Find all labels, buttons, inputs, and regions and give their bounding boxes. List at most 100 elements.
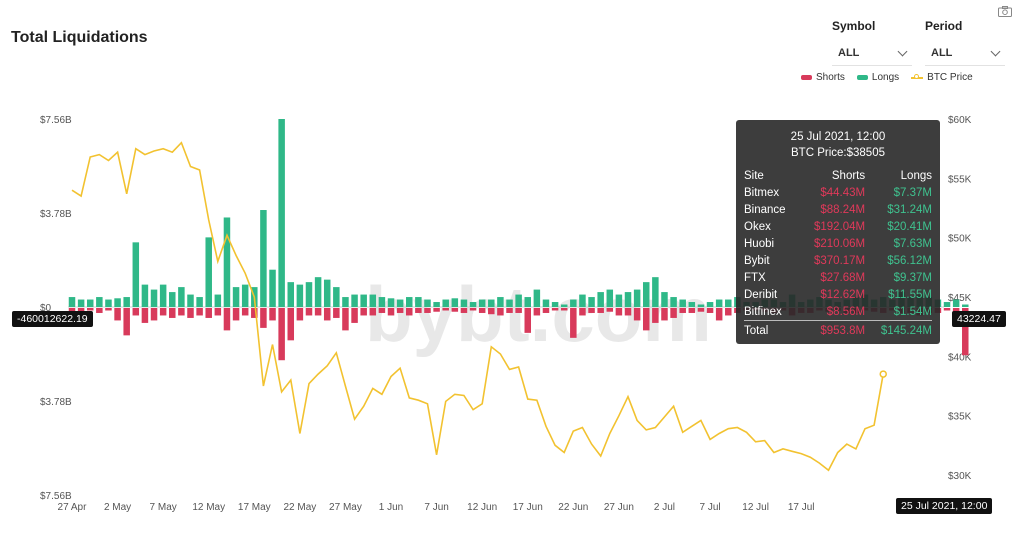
- x-axis-tick-label: 27 May: [329, 502, 362, 513]
- shorts-bar: [488, 308, 495, 315]
- shorts-bar: [396, 308, 404, 313]
- shorts-bar: [524, 308, 531, 333]
- tooltip-cell-site: Deribit: [744, 288, 778, 301]
- cursor-date-badge: 25 Jul 2021, 12:00: [896, 498, 993, 514]
- shorts-bar: [597, 308, 604, 313]
- y-axis-left-tick-label: $7.56B: [40, 491, 72, 502]
- period-dropdown[interactable]: ALL: [925, 41, 1005, 66]
- shorts-bar: [333, 308, 340, 318]
- shorts-bar: [241, 308, 249, 316]
- longs-bar: [679, 299, 686, 307]
- shorts-bar: [77, 308, 85, 312]
- longs-bar: [478, 299, 486, 307]
- tooltip-cell-site: Bybit: [744, 254, 770, 267]
- x-axis-tick-label: 17 Jun: [513, 502, 543, 513]
- tooltip-cell-shorts: $953.8M: [798, 320, 866, 340]
- shorts-bar: [196, 308, 203, 316]
- tooltip-cell-site: Okex: [744, 220, 771, 233]
- shorts-bar: [96, 308, 103, 313]
- longs-bar: [150, 289, 158, 307]
- shorts-bar: [260, 308, 267, 328]
- btc-price-point: [879, 370, 887, 378]
- longs-bar: [360, 294, 367, 307]
- shorts-bar: [560, 308, 568, 311]
- longs-bar: [642, 282, 650, 307]
- longs-bar: [178, 287, 185, 307]
- longs-bar: [469, 302, 477, 307]
- longs-bar: [624, 292, 632, 307]
- period-selector[interactable]: Period ALL: [925, 19, 1005, 66]
- shorts-bar: [570, 308, 577, 338]
- longs-bar: [551, 302, 559, 307]
- longs-bar: [506, 299, 513, 307]
- shorts-bar: [542, 308, 550, 313]
- tooltip-cell-shorts: $8.56M: [826, 305, 866, 318]
- camera-icon[interactable]: [998, 6, 1012, 17]
- longs-bar: [68, 297, 76, 307]
- longs-bar: [515, 294, 522, 307]
- shorts-bar: [725, 308, 732, 316]
- symbol-value: ALL: [838, 47, 860, 59]
- shorts-bar: [86, 308, 94, 311]
- shorts-bar: [323, 308, 331, 321]
- tooltip-total-row: Total $953.8M $145.24M: [744, 320, 932, 340]
- shorts-bar: [269, 308, 276, 321]
- tooltip-row: Okex $192.04M $20.41M: [744, 218, 932, 235]
- shorts-bar: [706, 308, 714, 313]
- longs-bar: [96, 297, 103, 307]
- shorts-bar: [451, 308, 459, 312]
- shorts-bar: [369, 308, 377, 316]
- longs-bar: [661, 292, 668, 307]
- longs-bar: [86, 299, 94, 307]
- shorts-bar: [187, 308, 194, 318]
- shorts-bar: [159, 308, 167, 316]
- tooltip-cell-shorts: $27.68M: [820, 271, 866, 284]
- shorts-bar: [661, 308, 668, 321]
- shorts-bar: [232, 308, 240, 321]
- shorts-bar: [415, 308, 422, 313]
- x-axis-tick-label: 12 May: [192, 502, 225, 513]
- shorts-bar: [478, 308, 486, 313]
- tooltip-table: Site Shorts Longs Bitmex $44.43M $7.37M Bin…: [744, 167, 932, 340]
- shorts-bar: [579, 308, 586, 316]
- shorts-bar: [114, 308, 121, 321]
- y-axis-right-tick-label: $50K: [948, 234, 972, 245]
- longs-bar: [196, 297, 203, 307]
- shorts-bar: [506, 308, 513, 313]
- longs-bar: [132, 242, 140, 307]
- shorts-bar: [679, 308, 686, 313]
- longs-bar: [560, 304, 568, 307]
- page-title: Total Liquidations: [11, 29, 148, 46]
- shorts-bar: [287, 308, 295, 341]
- legend-item-btc-price[interactable]: BTC Price: [911, 72, 973, 83]
- legend-item-shorts[interactable]: Shorts: [801, 72, 845, 83]
- tooltip-cell-shorts: $44.43M: [820, 186, 866, 199]
- shorts-bar: [68, 308, 76, 313]
- shorts-bar: [205, 308, 212, 318]
- longs-bar: [232, 287, 240, 307]
- tooltip-cell-shorts: $88.24M: [820, 203, 866, 216]
- legend-item-longs[interactable]: Longs: [856, 72, 899, 83]
- symbol-selector[interactable]: Symbol ALL: [832, 19, 912, 66]
- y-axis-right-tick-label: $45K: [948, 293, 972, 304]
- longs-bar: [725, 299, 732, 307]
- shorts-bar: [360, 308, 367, 316]
- shorts-bar: [551, 308, 559, 311]
- longs-bar: [396, 299, 404, 307]
- longs-bar: [105, 299, 112, 307]
- x-axis-tick-label: 22 May: [283, 502, 316, 513]
- shorts-bar: [150, 308, 158, 321]
- tooltip-cell-longs: $31.24M: [887, 203, 932, 216]
- y-axis-left-tick-label: $3.78B: [40, 397, 72, 408]
- longs-bar: [542, 299, 550, 307]
- tooltip-row: Huobi $210.06M $7.63M: [744, 235, 932, 252]
- shorts-bar: [387, 308, 395, 316]
- shorts-bar: [251, 308, 258, 318]
- shorts-bar: [105, 308, 112, 311]
- x-axis-tick-label: 7 Jul: [699, 502, 720, 513]
- tooltip-date: 25 Jul 2021, 12:00: [790, 131, 886, 143]
- longs-bar: [588, 297, 595, 307]
- symbol-dropdown[interactable]: ALL: [832, 41, 912, 66]
- longs-bar: [451, 298, 459, 307]
- tooltip-cell-site: Huobi: [744, 237, 775, 250]
